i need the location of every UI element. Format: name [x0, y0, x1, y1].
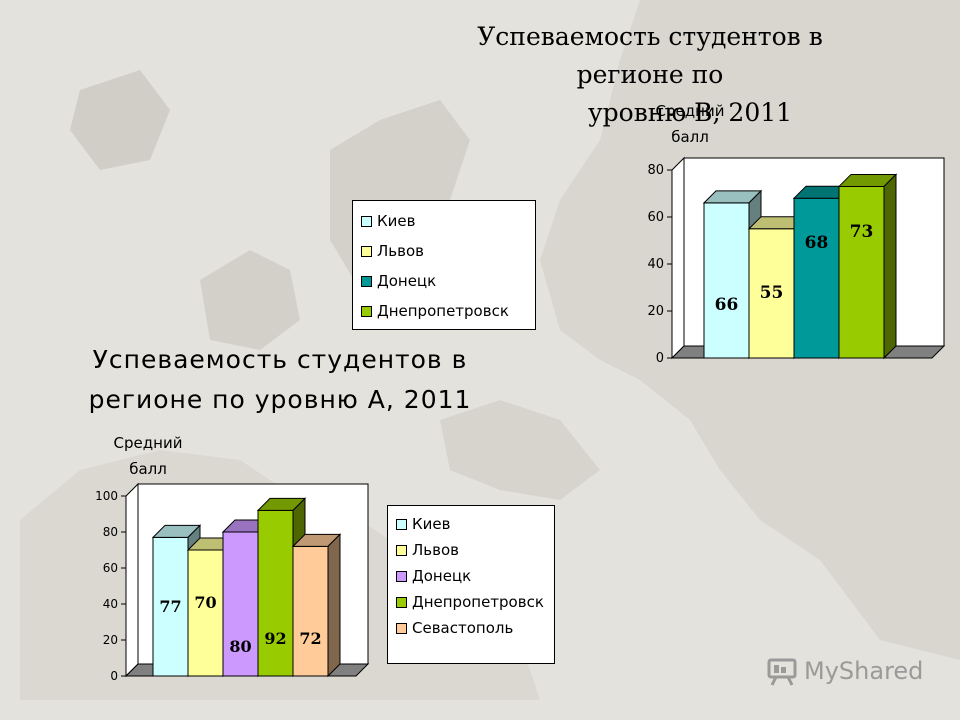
chart-a-data-label: 80: [229, 637, 251, 656]
chart-a: 0 20 40 60 80 100 77 70 80 92 72: [95, 482, 370, 683]
chart-b-legend-label: Львов: [377, 242, 424, 260]
presentation-board-icon: [767, 658, 797, 686]
chart-a-legend-swatch: [396, 544, 407, 556]
chart-b-y-tick-label: 80: [647, 163, 664, 178]
chart-b-data-label: 66: [715, 295, 739, 315]
chart-a-legend-swatch: [396, 570, 407, 582]
chart-a-data-label: 70: [194, 593, 216, 612]
chart-b-y-tick-label: 20: [647, 304, 664, 319]
chart-a-ylabel-line2: балл: [129, 460, 167, 478]
chart-a-title-line2: регионе по уровню А, 2011: [88, 385, 472, 414]
chart-a-legend-label: Севастополь: [412, 619, 514, 637]
chart-b-ylabel: Средний балл: [644, 98, 736, 150]
chart-a-legend-swatch: [396, 596, 407, 608]
chart-b-legend-item: Львов: [361, 236, 535, 266]
chart-a-y-tick-label: 20: [103, 633, 118, 647]
chart-b-legend-label: Днепропетровск: [377, 302, 509, 320]
chart-a-bar-side: [327, 533, 341, 678]
chart-b-legend-swatch: [361, 305, 372, 317]
chart-a-legend-label: Днепропетровск: [412, 593, 544, 611]
chart-a-legend-item: Львов: [396, 537, 554, 563]
myshared-logo: MyShared: [766, 655, 923, 687]
chart-a-bar-5: [291, 533, 342, 678]
chart-a-bar-front: [222, 531, 259, 677]
chart-a-legend-item: Киев: [396, 511, 554, 537]
chart-a-bar-front: [257, 509, 294, 677]
chart-a-data-label: 77: [159, 597, 181, 616]
chart-b: 0 20 40 60 80 66 55 68 73: [647, 156, 946, 366]
chart-b-bar-side: [883, 173, 897, 360]
chart-a-y-tick-label: 0: [110, 669, 118, 683]
chart-a-legend-label: Львов: [412, 541, 459, 559]
chart-b-legend-item: Киев: [361, 206, 535, 236]
chart-b-ylabel-line2: балл: [671, 128, 709, 146]
chart-a-data-label: 92: [264, 629, 286, 648]
chart-a-title: Успеваемость студентов в регионе по уров…: [88, 340, 472, 420]
chart-a-legend-swatch: [396, 518, 407, 530]
chart-a-legend-item: Севастополь: [396, 615, 554, 641]
chart-a-data-label: 72: [299, 629, 321, 648]
chart-b-bar-front: [793, 197, 840, 359]
chart-b-legend-swatch: [361, 275, 372, 287]
chart-b-bar-front: [838, 185, 885, 359]
chart-a-y-tick-label: 100: [95, 489, 118, 503]
chart-b-ylabel-line1: Средний: [655, 102, 725, 120]
chart-b-legend-label: Донецк: [377, 272, 437, 290]
chart-a-y-tick-label: 60: [103, 561, 118, 575]
chart-b-plot-side-wall: [671, 156, 685, 360]
chart-b-legend-swatch: [361, 215, 372, 227]
chart-b-y-tick-label: 60: [647, 210, 664, 225]
chart-a-y-tick-label: 40: [103, 597, 118, 611]
chart-a-legend-item: Донецк: [396, 563, 554, 589]
chart-b-legend-item: Днепропетровск: [361, 296, 535, 326]
chart-b-data-label: 68: [805, 233, 829, 253]
chart-a-bar-front: [187, 549, 224, 677]
chart-a-bar-front: [292, 545, 329, 677]
chart-b-data-label: 73: [850, 222, 874, 242]
chart-b-legend-item: Донецк: [361, 266, 535, 296]
chart-b-y-tick-label: 0: [656, 351, 664, 366]
chart-a-legend-item: Днепропетровск: [396, 589, 554, 615]
chart-a-ylabel: Средний балл: [100, 430, 196, 482]
chart-a-legend-label: Киев: [412, 515, 451, 533]
chart-b-legend: Киев Львов Донецк Днепропетровск: [352, 200, 536, 330]
chart-a-plot-side-wall: [125, 482, 139, 678]
chart-b-legend-label: Киев: [377, 212, 416, 230]
chart-a-legend-label: Донецк: [412, 567, 472, 585]
chart-b-bar-front: [703, 202, 750, 359]
chart-a-bar-front: [152, 536, 189, 677]
logo-text: MyShared: [804, 657, 924, 685]
chart-a-ylabel-line1: Средний: [113, 434, 183, 452]
chart-b-data-label: 55: [760, 283, 784, 303]
chart-b-title-line2: уровню В, 2011: [587, 98, 793, 127]
chart-b-bar-4: [837, 173, 898, 360]
chart-b-title-line1: Успеваемость студентов в регионе по: [477, 22, 823, 89]
chart-b-y-tick-label: 40: [647, 257, 664, 272]
chart-a-title-line1: Успеваемость студентов в: [92, 345, 468, 374]
chart-a-legend: Киев Львов Донецк Днепропетровск Севастополь: [387, 505, 555, 664]
chart-b-legend-swatch: [361, 245, 372, 257]
chart-a-legend-swatch: [396, 622, 407, 634]
chart-b-title: Успеваемость студентов в регионе по уров…: [420, 18, 880, 132]
chart-a-y-tick-label: 80: [103, 525, 118, 539]
